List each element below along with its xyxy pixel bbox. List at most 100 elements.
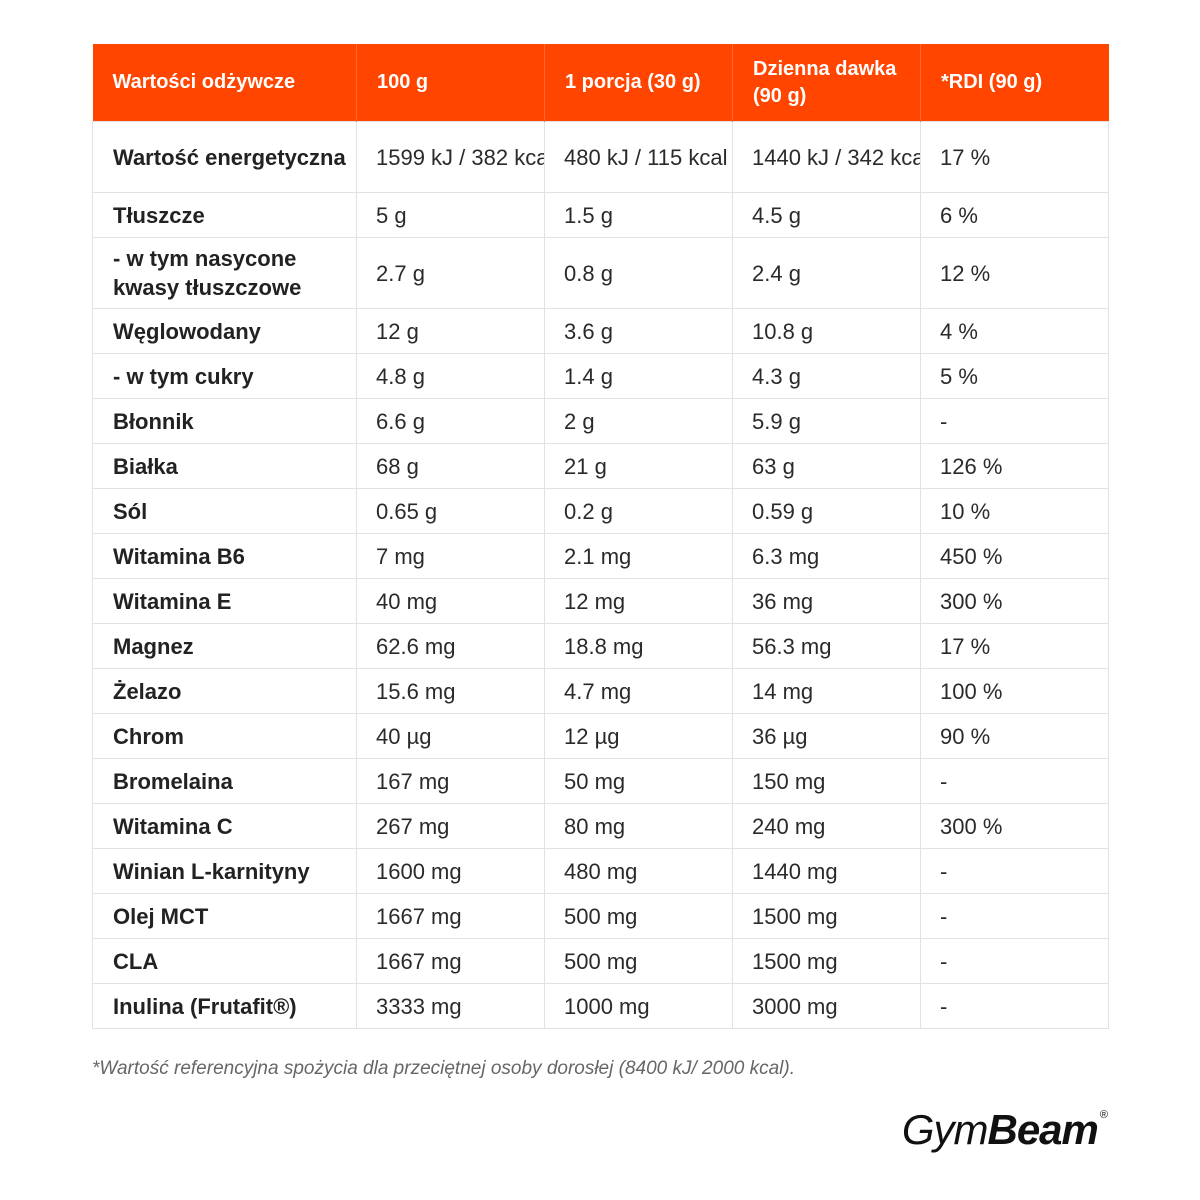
row-label: Węglowodany — [92, 308, 357, 354]
row-value: 1600 mg — [356, 848, 545, 894]
row-value: 126 % — [920, 443, 1109, 489]
row-label: Magnez — [92, 623, 357, 669]
row-value: 10.8 g — [732, 308, 921, 354]
row-value: 1667 mg — [356, 893, 545, 939]
row-label: - w tym cukry — [92, 353, 357, 399]
row-value: 5.9 g — [732, 398, 921, 444]
row-value: 12 g — [356, 308, 545, 354]
row-value: - — [920, 848, 1109, 894]
row-value: 14 mg — [732, 668, 921, 714]
row-value: - — [920, 983, 1109, 1029]
table-row: Inulina (Frutafit®) 3333 mg 1000 mg 3000 mg… — [92, 983, 1109, 1029]
row-value: 167 mg — [356, 758, 545, 804]
row-value: 150 mg — [732, 758, 921, 804]
row-value: 6.6 g — [356, 398, 545, 444]
row-value: 1.5 g — [544, 192, 733, 238]
row-value: 0.2 g — [544, 488, 733, 534]
row-label: Sól — [92, 488, 357, 534]
row-value: 56.3 mg — [732, 623, 921, 669]
row-value: 3.6 g — [544, 308, 733, 354]
row-value: 4 % — [920, 308, 1109, 354]
row-label: Witamina C — [92, 803, 357, 849]
row-value: 3000 mg — [732, 983, 921, 1029]
table-header: Wartości odżywcze 100 g 1 porcja (30 g) … — [92, 44, 1109, 122]
row-value: 36 µg — [732, 713, 921, 759]
gymbeam-logo: Gym Beam ® — [902, 1104, 1108, 1164]
table-row: Białka 68 g 21 g 63 g 126 % — [92, 443, 1109, 489]
row-value: 240 mg — [732, 803, 921, 849]
row-value: 0.65 g — [356, 488, 545, 534]
row-value: 0.59 g — [732, 488, 921, 534]
row-label: Tłuszcze — [92, 192, 357, 238]
table-row: Olej MCT 1667 mg 500 mg 1500 mg - — [92, 893, 1109, 939]
row-value: 10 % — [920, 488, 1109, 534]
row-value: 100 % — [920, 668, 1109, 714]
row-label: Witamina E — [92, 578, 357, 624]
row-value: 4.7 mg — [544, 668, 733, 714]
row-label: Białka — [92, 443, 357, 489]
row-value: 1000 mg — [544, 983, 733, 1029]
nutrition-table-container: Wartości odżywcze 100 g 1 porcja (30 g) … — [92, 44, 1109, 1029]
row-value: 50 mg — [544, 758, 733, 804]
row-value: 450 % — [920, 533, 1109, 579]
row-value: 2.1 mg — [544, 533, 733, 579]
row-value: 500 mg — [544, 893, 733, 939]
row-value: 300 % — [920, 578, 1109, 624]
row-value: 6 % — [920, 192, 1109, 238]
table-row: Magnez 62.6 mg 18.8 mg 56.3 mg 17 % — [92, 623, 1109, 669]
table-row: CLA 1667 mg 500 mg 1500 mg - — [92, 938, 1109, 984]
row-value: 63 g — [732, 443, 921, 489]
registered-mark: ® — [1099, 1109, 1108, 1121]
row-value: 12 mg — [544, 578, 733, 624]
row-value: - — [920, 938, 1109, 984]
row-value: 5 % — [920, 353, 1109, 399]
logo-text-gym: Gym — [901, 1106, 989, 1153]
row-value: 480 mg — [544, 848, 733, 894]
row-label: Błonnik — [92, 398, 357, 444]
row-value: 12 % — [920, 237, 1109, 309]
row-value: 4.3 g — [732, 353, 921, 399]
row-value: 1667 mg — [356, 938, 545, 984]
row-value: - — [920, 893, 1109, 939]
row-label: Witamina B6 — [92, 533, 357, 579]
row-value: 1.4 g — [544, 353, 733, 399]
table-row: Witamina B6 7 mg 2.1 mg 6.3 mg 450 % — [92, 533, 1109, 579]
table-row: Witamina E 40 mg 12 mg 36 mg 300 % — [92, 578, 1109, 624]
row-value: 90 % — [920, 713, 1109, 759]
row-value: 1599 kJ / 382 kcal — [356, 121, 545, 193]
row-value: 21 g — [544, 443, 733, 489]
row-value: 267 mg — [356, 803, 545, 849]
row-value: 12 µg — [544, 713, 733, 759]
header-daily-dose: Dzienna dawka (90 g) — [732, 44, 921, 122]
row-value: 480 kJ / 115 kcal — [544, 121, 733, 193]
row-value: 40 µg — [356, 713, 545, 759]
table-body: Wartość energetyczna 1599 kJ / 382 kcal 48… — [92, 121, 1109, 1029]
header-per-portion: 1 porcja (30 g) — [544, 44, 733, 122]
row-label: - w tym nasycone kwasy tłuszczowe — [92, 237, 357, 309]
header-rdi: *RDI (90 g) — [920, 44, 1109, 122]
row-value: 0.8 g — [544, 237, 733, 309]
row-label: Olej MCT — [92, 893, 357, 939]
row-label: Wartość energetyczna — [92, 121, 357, 193]
row-value: 80 mg — [544, 803, 733, 849]
row-value: 4.5 g — [732, 192, 921, 238]
table-row: Sól 0.65 g 0.2 g 0.59 g 10 % — [92, 488, 1109, 534]
row-label: Winian L-karnityny — [92, 848, 357, 894]
table-row: Chrom 40 µg 12 µg 36 µg 90 % — [92, 713, 1109, 759]
row-value: 7 mg — [356, 533, 545, 579]
row-value: 300 % — [920, 803, 1109, 849]
rdi-footnote: *Wartość referencyjna spożycia dla przec… — [92, 1058, 795, 1079]
table-row: Bromelaina 167 mg 50 mg 150 mg - — [92, 758, 1109, 804]
header-per-100g: 100 g — [356, 44, 545, 122]
row-value: 68 g — [356, 443, 545, 489]
logo-text-beam: Beam — [987, 1106, 1098, 1153]
header-row: Wartości odżywcze 100 g 1 porcja (30 g) … — [92, 44, 1109, 122]
row-value: 17 % — [920, 623, 1109, 669]
row-value: 15.6 mg — [356, 668, 545, 714]
row-value: 500 mg — [544, 938, 733, 984]
row-value: - — [920, 398, 1109, 444]
row-value: 18.8 mg — [544, 623, 733, 669]
